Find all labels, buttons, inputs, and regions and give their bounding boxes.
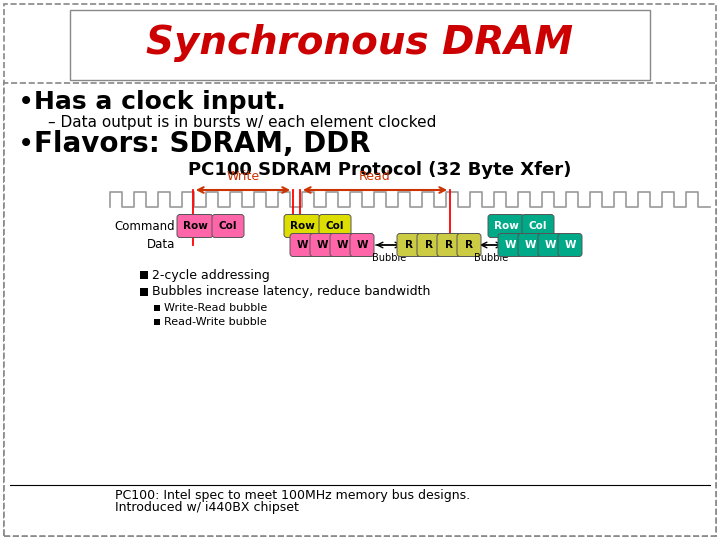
Text: 2-cycle addressing: 2-cycle addressing <box>152 268 270 281</box>
Text: W: W <box>544 240 556 250</box>
Text: W: W <box>336 240 348 250</box>
Text: Synchronous DRAM: Synchronous DRAM <box>146 24 574 62</box>
Text: Has a clock input.: Has a clock input. <box>34 90 286 114</box>
Text: Read-Write bubble: Read-Write bubble <box>164 317 266 327</box>
Text: Col: Col <box>219 221 238 231</box>
FancyBboxPatch shape <box>522 214 554 238</box>
Text: Col: Col <box>325 221 344 231</box>
Text: Write: Write <box>226 170 260 183</box>
Bar <box>140 271 148 279</box>
Text: Bubbles increase latency, reduce bandwidth: Bubbles increase latency, reduce bandwid… <box>152 286 431 299</box>
Text: Row: Row <box>183 221 207 231</box>
Text: Col: Col <box>528 221 547 231</box>
Text: PC100: Intel spec to meet 100MHz memory bus designs.: PC100: Intel spec to meet 100MHz memory … <box>115 489 470 502</box>
FancyBboxPatch shape <box>488 214 524 238</box>
Text: W: W <box>524 240 536 250</box>
Text: W: W <box>564 240 576 250</box>
Bar <box>140 288 148 296</box>
FancyBboxPatch shape <box>457 233 481 256</box>
FancyBboxPatch shape <box>70 10 650 80</box>
Text: R: R <box>425 240 433 250</box>
FancyBboxPatch shape <box>290 233 314 256</box>
Bar <box>154 305 160 311</box>
FancyBboxPatch shape <box>319 214 351 238</box>
Text: Command: Command <box>114 219 175 233</box>
FancyBboxPatch shape <box>350 233 374 256</box>
Text: Write-Read bubble: Write-Read bubble <box>164 303 267 313</box>
FancyBboxPatch shape <box>518 233 542 256</box>
Text: Row: Row <box>494 221 518 231</box>
FancyBboxPatch shape <box>177 214 213 238</box>
Text: Bubble: Bubble <box>474 253 508 263</box>
Text: R: R <box>445 240 453 250</box>
Text: PC100 SDRAM Protocol (32 Byte Xfer): PC100 SDRAM Protocol (32 Byte Xfer) <box>189 161 572 179</box>
FancyBboxPatch shape <box>397 233 421 256</box>
FancyBboxPatch shape <box>310 233 334 256</box>
FancyBboxPatch shape <box>558 233 582 256</box>
Text: W: W <box>356 240 368 250</box>
Text: W: W <box>316 240 328 250</box>
FancyBboxPatch shape <box>284 214 320 238</box>
Text: Bubble: Bubble <box>372 253 406 263</box>
Text: R: R <box>465 240 473 250</box>
Text: Read: Read <box>359 170 391 183</box>
FancyBboxPatch shape <box>212 214 244 238</box>
Text: R: R <box>405 240 413 250</box>
FancyBboxPatch shape <box>4 83 716 536</box>
Text: Row: Row <box>289 221 315 231</box>
FancyBboxPatch shape <box>330 233 354 256</box>
FancyBboxPatch shape <box>538 233 562 256</box>
Text: Data: Data <box>147 239 175 252</box>
Text: W: W <box>504 240 516 250</box>
Text: •: • <box>18 130 35 158</box>
Text: – Data output is in bursts w/ each element clocked: – Data output is in bursts w/ each eleme… <box>48 116 436 131</box>
Text: Flavors: SDRAM, DDR: Flavors: SDRAM, DDR <box>34 130 371 158</box>
Text: Introduced w/ i440BX chipset: Introduced w/ i440BX chipset <box>115 502 299 515</box>
Text: W: W <box>296 240 307 250</box>
FancyBboxPatch shape <box>498 233 522 256</box>
FancyBboxPatch shape <box>437 233 461 256</box>
Text: •: • <box>18 88 35 116</box>
Bar <box>154 319 160 325</box>
FancyBboxPatch shape <box>417 233 441 256</box>
